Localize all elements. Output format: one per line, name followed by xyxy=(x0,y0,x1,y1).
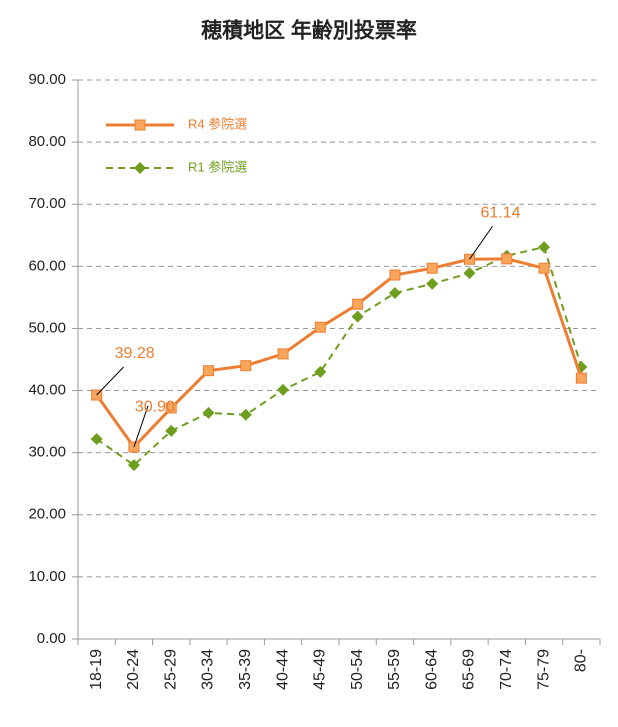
point xyxy=(575,372,587,384)
point xyxy=(388,287,401,300)
x-tick-label: 20-24 xyxy=(125,649,142,690)
callout-line xyxy=(469,225,493,260)
point xyxy=(314,365,327,378)
point xyxy=(464,253,475,265)
point xyxy=(426,262,438,274)
x-tick-label: 18-19 xyxy=(88,649,105,690)
data-label: 61.14 xyxy=(480,204,520,221)
x-tick-label: 50-54 xyxy=(349,649,366,690)
point xyxy=(165,402,177,414)
x-tick-label: 60-64 xyxy=(423,649,440,690)
legend-label: R1 参院選 xyxy=(188,159,247,174)
legend-marker xyxy=(134,162,146,174)
callout-line xyxy=(133,405,149,448)
x-tick-label: 30-34 xyxy=(200,649,217,690)
point xyxy=(351,310,364,323)
legend-marker xyxy=(134,119,146,131)
legend-label: R4 参院選 xyxy=(188,116,247,131)
point xyxy=(389,269,401,281)
y-tick-label: 50.00 xyxy=(28,319,66,336)
callout-line xyxy=(96,366,125,396)
point xyxy=(165,424,178,437)
point xyxy=(239,408,252,421)
y-tick-label: 90.00 xyxy=(28,71,66,88)
y-tick-label: 20.00 xyxy=(28,506,66,523)
x-tick-label: 35-39 xyxy=(237,649,254,690)
data-label: 30.90 xyxy=(135,398,175,415)
data-label: 39.28 xyxy=(115,345,155,362)
point xyxy=(463,267,476,280)
y-tick-label: 70.00 xyxy=(28,195,66,212)
y-tick-label: 10.00 xyxy=(28,568,66,585)
x-tick-label: 40-44 xyxy=(274,649,291,690)
y-tick-label: 80.00 xyxy=(28,133,66,150)
point xyxy=(90,433,103,446)
point xyxy=(277,348,289,360)
point xyxy=(352,298,364,310)
y-tick-label: 40.00 xyxy=(28,382,66,399)
x-tick-label: 70-74 xyxy=(498,649,515,690)
x-tick-label: 25-29 xyxy=(162,649,179,690)
point xyxy=(202,406,215,419)
point xyxy=(538,241,551,254)
point xyxy=(426,277,439,290)
x-tick-label: 75-79 xyxy=(535,649,552,690)
chart-title: 穂積地区 年齢別投票率 xyxy=(201,19,417,43)
point xyxy=(538,262,550,274)
point xyxy=(501,253,513,265)
x-tick-label: 80- xyxy=(573,649,590,672)
point xyxy=(240,360,252,372)
x-tick-label: 45-49 xyxy=(312,649,329,690)
y-tick-label: 0.00 xyxy=(37,630,66,647)
x-tick-label: 65-69 xyxy=(461,649,478,690)
x-tick-label: 55-59 xyxy=(386,649,403,690)
point xyxy=(314,321,326,333)
series-line xyxy=(95,257,583,450)
point xyxy=(277,383,290,396)
point xyxy=(127,459,140,472)
y-tick-label: 60.00 xyxy=(28,257,66,274)
y-tick-label: 30.00 xyxy=(28,444,66,461)
point xyxy=(203,365,214,377)
